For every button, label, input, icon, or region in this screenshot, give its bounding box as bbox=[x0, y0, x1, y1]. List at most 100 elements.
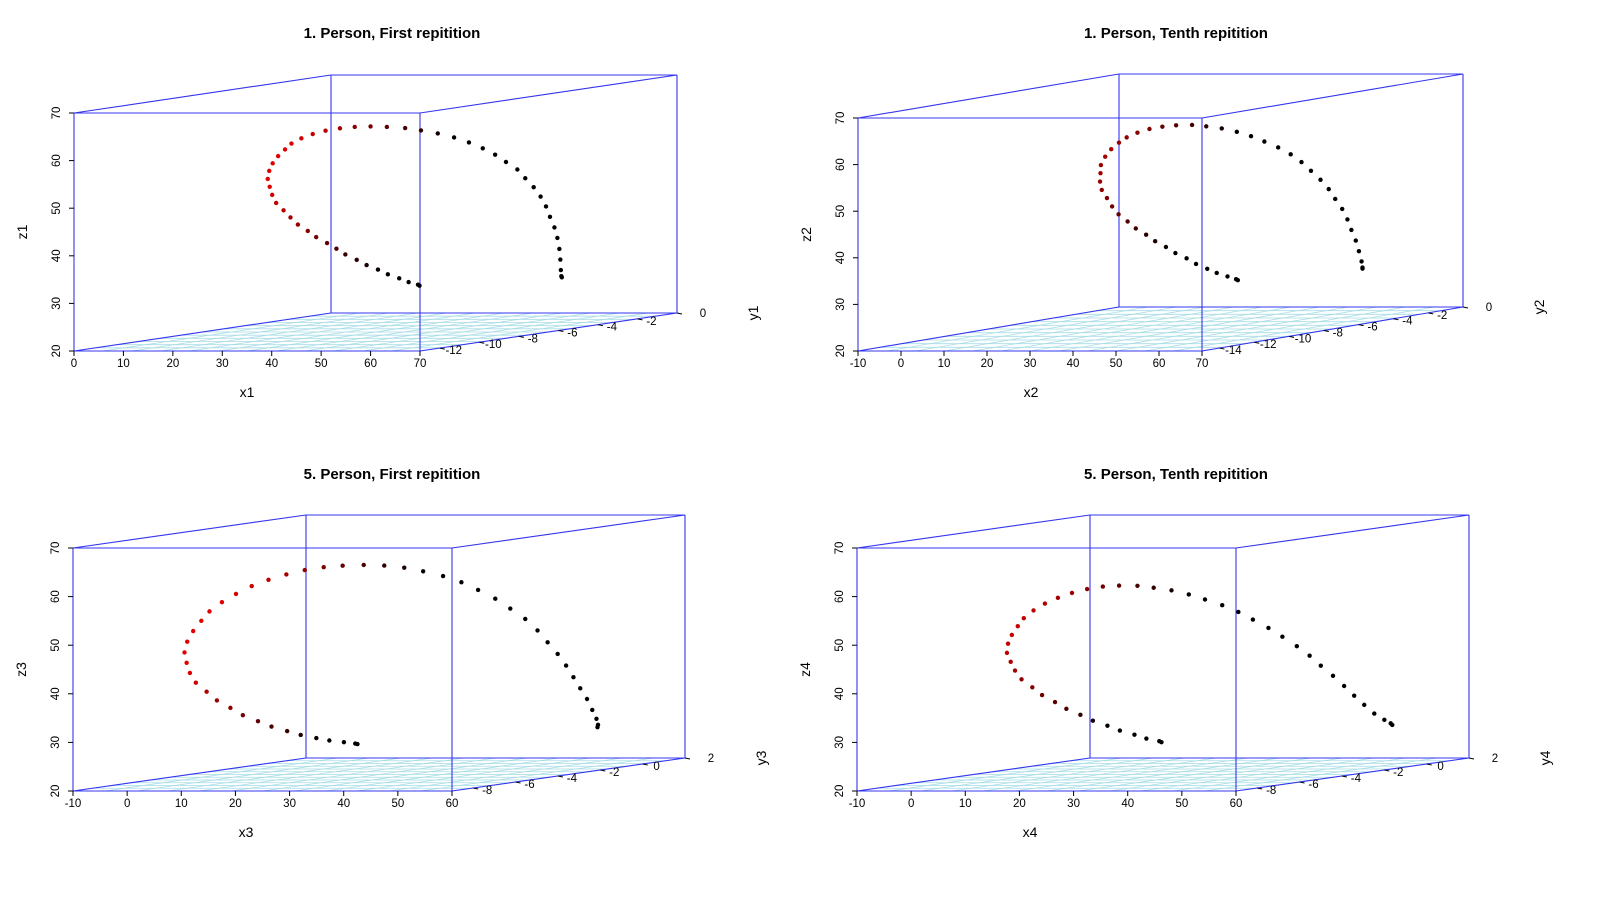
data-point bbox=[475, 587, 481, 593]
y-tick bbox=[1341, 775, 1348, 778]
grid-line-x bbox=[920, 757, 1154, 792]
chart-panel-2: 1. Person, Tenth repitition -10 0 10 20 30 40 5… bbox=[798, 25, 1547, 400]
data-point bbox=[1012, 668, 1018, 673]
data-point bbox=[266, 577, 271, 582]
data-point bbox=[1356, 249, 1362, 254]
data-point bbox=[1052, 699, 1058, 705]
data-point bbox=[1362, 702, 1367, 708]
z-tick-label: 30 bbox=[834, 736, 846, 749]
data-point bbox=[1214, 270, 1219, 276]
data-point bbox=[207, 609, 212, 614]
data-point bbox=[1360, 266, 1365, 271]
data-point bbox=[531, 184, 536, 190]
x-axis-label: x1 bbox=[240, 384, 255, 400]
data-point bbox=[368, 124, 373, 129]
data-point bbox=[1084, 586, 1090, 592]
y-tick-label: -4 bbox=[607, 322, 618, 334]
data-point bbox=[1372, 711, 1377, 716]
data-point bbox=[451, 135, 457, 140]
y-tick bbox=[479, 341, 485, 344]
data-point bbox=[1039, 692, 1045, 698]
box-edge bbox=[856, 514, 1091, 549]
z-tick-label: 60 bbox=[50, 590, 62, 603]
grid-line-x bbox=[218, 312, 476, 352]
grid-line-x bbox=[1001, 306, 1263, 352]
data-point bbox=[1351, 693, 1357, 698]
data-point bbox=[284, 572, 289, 577]
data-point bbox=[1090, 718, 1096, 723]
data-point bbox=[1299, 159, 1304, 165]
x-tick-label: 10 bbox=[117, 358, 130, 370]
y-tick bbox=[1462, 306, 1469, 309]
data-point bbox=[1233, 277, 1239, 282]
data-point bbox=[1382, 717, 1387, 723]
x-tick-label: 60 bbox=[364, 358, 377, 370]
y-tick bbox=[1393, 318, 1399, 321]
y-tick bbox=[1254, 341, 1260, 344]
grid-line-x bbox=[246, 312, 505, 352]
axis-box bbox=[73, 74, 678, 352]
data-point bbox=[1125, 219, 1130, 224]
grid-line-x bbox=[1109, 757, 1343, 792]
x-tick-label: 60 bbox=[1153, 358, 1166, 370]
data-point bbox=[1160, 124, 1165, 129]
y-tick-label: -8 bbox=[528, 333, 538, 345]
z-axis-label: z2 bbox=[798, 227, 814, 242]
grid-line-x bbox=[160, 312, 418, 352]
data-point bbox=[1116, 140, 1122, 145]
data-point bbox=[1204, 124, 1209, 129]
x-tick-label: 20 bbox=[166, 358, 179, 370]
data-point bbox=[435, 131, 440, 136]
x-axis: -10 0 10 20 30 40 50 60 70 x2 bbox=[850, 351, 1208, 400]
data-point bbox=[1326, 186, 1331, 192]
y-tick bbox=[1299, 781, 1305, 784]
x-tick-label: 40 bbox=[1121, 798, 1134, 810]
data-point bbox=[1009, 632, 1015, 638]
data-point bbox=[1117, 728, 1123, 733]
data-point bbox=[324, 240, 330, 246]
data-point bbox=[1202, 597, 1208, 602]
z-axis: 20 30 40 50 60 70 z4 bbox=[797, 542, 857, 797]
data-points bbox=[265, 124, 565, 288]
y-tick bbox=[1257, 787, 1263, 790]
data-point bbox=[1109, 204, 1115, 209]
data-point bbox=[1262, 139, 1267, 144]
box-edge bbox=[72, 757, 307, 792]
grid-line-x bbox=[1078, 757, 1312, 792]
x-tick-label: -10 bbox=[850, 358, 867, 370]
data-point bbox=[1097, 179, 1103, 184]
y-tick-label: -6 bbox=[1367, 322, 1377, 334]
data-point bbox=[267, 184, 272, 189]
data-point bbox=[1105, 723, 1110, 728]
x-tick-label: 50 bbox=[315, 358, 328, 370]
y-tick-label: 0 bbox=[1486, 302, 1492, 314]
data-point bbox=[1189, 122, 1195, 128]
y-tick bbox=[1468, 757, 1475, 760]
y-axis-label: y4 bbox=[1537, 750, 1553, 765]
grid-line-x bbox=[972, 306, 1234, 352]
data-point bbox=[354, 257, 359, 263]
data-point bbox=[1173, 250, 1178, 256]
grid-line-x bbox=[1172, 757, 1406, 792]
y-axis-label: y2 bbox=[1531, 299, 1547, 314]
z-axis: 20 30 40 50 60 70 z2 bbox=[798, 112, 858, 357]
grid-line-x bbox=[131, 312, 389, 352]
z-tick-label: 70 bbox=[835, 112, 847, 125]
y-tick-label: -2 bbox=[1393, 767, 1403, 779]
grid-line-x bbox=[1014, 757, 1248, 792]
y-tick bbox=[642, 763, 648, 766]
chart-title: 1. Person, Tenth repitition bbox=[1084, 25, 1268, 42]
data-points bbox=[182, 562, 601, 747]
axis-box bbox=[856, 514, 1470, 792]
data-point bbox=[295, 222, 301, 227]
x-tick-label: 60 bbox=[1230, 798, 1243, 810]
grid-line-x bbox=[388, 757, 622, 792]
data-point bbox=[1330, 673, 1336, 679]
data-point bbox=[1345, 217, 1350, 222]
data-point bbox=[281, 208, 286, 213]
data-point bbox=[255, 718, 261, 724]
box-edge bbox=[419, 312, 678, 352]
x-tick-label: 0 bbox=[898, 358, 904, 370]
data-point bbox=[555, 651, 560, 657]
data-point bbox=[1341, 683, 1347, 689]
